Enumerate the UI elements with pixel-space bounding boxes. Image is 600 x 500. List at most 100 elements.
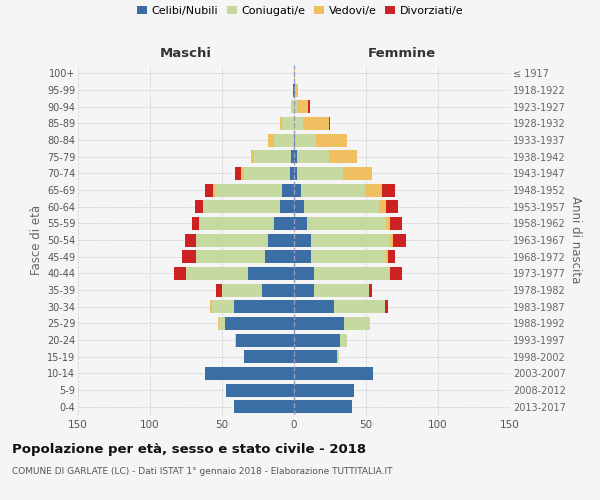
Bar: [294, 267, 314, 280]
Bar: [294, 234, 311, 246]
Bar: [294, 350, 337, 363]
Bar: [294, 150, 329, 163]
Bar: [182, 250, 294, 263]
Bar: [268, 234, 294, 246]
Bar: [294, 300, 388, 313]
Bar: [226, 384, 294, 396]
Bar: [233, 400, 294, 413]
Legend: Celibi/Nubili, Coniugati/e, Vedovi/e, Divorziati/e: Celibi/Nubili, Coniugati/e, Vedovi/e, Di…: [137, 6, 463, 16]
Bar: [294, 200, 386, 213]
Bar: [294, 300, 334, 313]
Bar: [294, 234, 406, 246]
Bar: [294, 367, 373, 380]
Bar: [186, 267, 294, 280]
Bar: [248, 267, 294, 280]
Bar: [196, 250, 294, 263]
Bar: [235, 167, 294, 180]
Bar: [294, 267, 402, 280]
Bar: [294, 317, 344, 330]
Bar: [211, 300, 294, 313]
Bar: [294, 217, 402, 230]
Bar: [294, 334, 347, 346]
Bar: [226, 384, 294, 396]
Bar: [294, 317, 370, 330]
Bar: [274, 217, 294, 230]
Bar: [203, 200, 294, 213]
Bar: [294, 117, 329, 130]
Bar: [294, 384, 355, 396]
Bar: [294, 67, 295, 80]
Bar: [222, 284, 294, 296]
Bar: [294, 400, 352, 413]
Bar: [294, 300, 385, 313]
Bar: [294, 150, 358, 163]
Bar: [222, 284, 294, 296]
Bar: [199, 217, 294, 230]
Bar: [294, 250, 388, 263]
Bar: [175, 267, 294, 280]
Bar: [294, 317, 370, 330]
Bar: [274, 134, 294, 146]
Bar: [294, 217, 391, 230]
Bar: [235, 334, 294, 346]
Bar: [294, 367, 373, 380]
Bar: [294, 184, 395, 196]
Bar: [294, 334, 347, 346]
Bar: [294, 250, 386, 263]
Bar: [280, 117, 294, 130]
Bar: [186, 267, 294, 280]
Bar: [236, 334, 294, 346]
Bar: [192, 217, 294, 230]
Bar: [294, 134, 347, 146]
Bar: [196, 250, 294, 263]
Bar: [265, 250, 294, 263]
Bar: [294, 284, 369, 296]
Bar: [294, 334, 347, 346]
Bar: [244, 350, 294, 363]
Bar: [294, 384, 355, 396]
Text: COMUNE DI GARLATE (LC) - Dati ISTAT 1° gennaio 2018 - Elaborazione TUTTITALIA.IT: COMUNE DI GARLATE (LC) - Dati ISTAT 1° g…: [12, 468, 392, 476]
Bar: [294, 284, 369, 296]
Bar: [294, 350, 338, 363]
Bar: [294, 400, 352, 413]
Bar: [294, 284, 372, 296]
Bar: [185, 234, 294, 246]
Bar: [294, 167, 372, 180]
Bar: [211, 300, 294, 313]
Bar: [199, 217, 294, 230]
Bar: [294, 134, 316, 146]
Bar: [241, 167, 294, 180]
Bar: [294, 200, 304, 213]
Bar: [203, 200, 294, 213]
Bar: [233, 300, 294, 313]
Bar: [291, 150, 294, 163]
Bar: [205, 367, 294, 380]
Bar: [216, 284, 294, 296]
Bar: [205, 367, 294, 380]
Bar: [205, 184, 294, 196]
Bar: [293, 84, 294, 96]
Bar: [196, 234, 294, 246]
Bar: [291, 100, 294, 113]
Text: Femmine: Femmine: [368, 47, 436, 60]
Bar: [294, 117, 302, 130]
Bar: [244, 350, 294, 363]
Text: Maschi: Maschi: [160, 47, 212, 60]
Bar: [294, 84, 298, 96]
Bar: [294, 217, 386, 230]
Bar: [294, 84, 295, 96]
Bar: [283, 184, 294, 196]
Bar: [294, 167, 297, 180]
Bar: [294, 367, 373, 380]
Bar: [294, 100, 308, 113]
Bar: [225, 317, 294, 330]
Bar: [294, 350, 338, 363]
Bar: [293, 84, 294, 96]
Bar: [218, 317, 294, 330]
Bar: [294, 267, 389, 280]
Bar: [251, 150, 294, 163]
Bar: [251, 150, 294, 163]
Bar: [294, 234, 394, 246]
Bar: [226, 384, 294, 396]
Bar: [294, 84, 298, 96]
